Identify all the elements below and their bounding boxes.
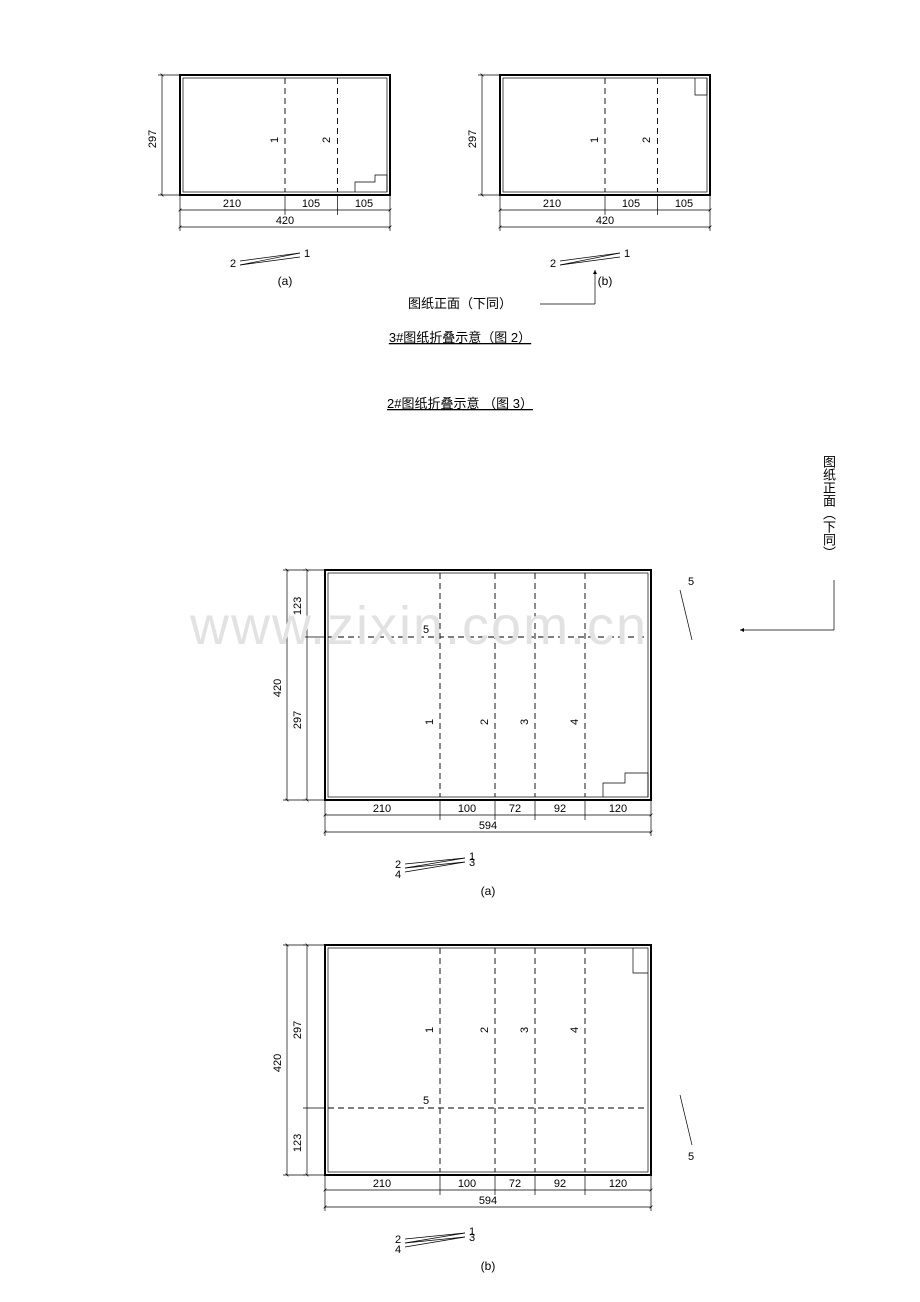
note-text: 图纸正面（下同） <box>408 296 512 311</box>
fold-label: 3 <box>519 1027 531 1033</box>
dim: 210 <box>373 803 391 815</box>
dim: 105 <box>355 198 373 210</box>
fold-label: 2 <box>479 1027 491 1033</box>
dim: 100 <box>458 803 476 815</box>
dim: 297 <box>292 1021 304 1039</box>
dim: 120 <box>609 1178 627 1190</box>
dim: 420 <box>276 215 294 227</box>
dim: 105 <box>622 198 640 210</box>
dim: 100 <box>458 1178 476 1190</box>
side-label: 5 <box>688 1151 694 1163</box>
zigzag-label: 3 <box>469 1232 475 1244</box>
fold-label: 1 <box>424 719 436 725</box>
fold-label: 2 <box>641 137 653 143</box>
zigzag-label: 1 <box>624 248 630 260</box>
dim: 420 <box>272 679 284 697</box>
vertical-note: 图纸正面（下同） <box>819 455 838 559</box>
fig2-panel-a: 1 2 297 210 105 105 420 1 2 (a) <box>147 75 390 288</box>
dim: 594 <box>479 1195 497 1207</box>
fig2-caption: 3#图纸折叠示意（图 2） <box>389 330 531 345</box>
fold-label: 2 <box>321 137 333 143</box>
dim: 594 <box>479 820 497 832</box>
dim: 92 <box>554 803 566 815</box>
page: www.zixin.com.cn 图纸正面（下同） 1 2 297 210 10… <box>0 0 920 1302</box>
fold-label: 2 <box>479 719 491 725</box>
fig3-panel-a: 5 1 2 3 4 123 297 420 210 100 72 92 120 … <box>272 570 694 898</box>
dim: 105 <box>302 198 320 210</box>
fig2-panel-b: 1 2 297 210 105 105 420 1 2 (b) <box>467 75 710 288</box>
fold-label: 5 <box>423 624 429 636</box>
dim: 72 <box>509 803 521 815</box>
fig3-panel-b: 5 1 2 3 4 297 123 420 210 100 72 92 120 … <box>272 945 694 1273</box>
dim: 210 <box>223 198 241 210</box>
zigzag-label: 4 <box>395 869 401 881</box>
side-label: 5 <box>688 576 694 588</box>
dim: 92 <box>554 1178 566 1190</box>
fold-label: 1 <box>424 1027 436 1033</box>
dim: 297 <box>292 711 304 729</box>
fold-label: 4 <box>569 719 581 725</box>
panel-label: (a) <box>278 274 293 288</box>
zigzag-label: 2 <box>550 258 556 270</box>
dim: 123 <box>292 597 304 615</box>
dim: 420 <box>272 1054 284 1072</box>
diagram-canvas: 1 2 297 210 105 105 420 1 2 (a) 1 2 297 … <box>0 0 920 1302</box>
fold-label: 3 <box>519 719 531 725</box>
zigzag-label: 1 <box>304 248 310 260</box>
panel-label: (b) <box>598 274 613 288</box>
dim: 297 <box>147 130 159 148</box>
zigzag-label: 4 <box>395 1244 401 1256</box>
dim: 120 <box>609 803 627 815</box>
dim: 123 <box>292 1134 304 1152</box>
fold-label: 4 <box>569 1027 581 1033</box>
dim: 210 <box>373 1178 391 1190</box>
panel-label: (a) <box>481 884 496 898</box>
zigzag-label: 2 <box>230 258 236 270</box>
fig3-caption: 2#图纸折叠示意 （图 3） <box>387 396 533 411</box>
dim: 297 <box>467 130 479 148</box>
fold-label: 1 <box>589 137 601 143</box>
dim: 72 <box>509 1178 521 1190</box>
fold-label: 1 <box>269 137 281 143</box>
zigzag-label: 3 <box>469 857 475 869</box>
dim: 420 <box>596 215 614 227</box>
panel-label: (b) <box>481 1259 496 1273</box>
fold-label: 5 <box>423 1095 429 1107</box>
dim: 105 <box>675 198 693 210</box>
dim: 210 <box>543 198 561 210</box>
